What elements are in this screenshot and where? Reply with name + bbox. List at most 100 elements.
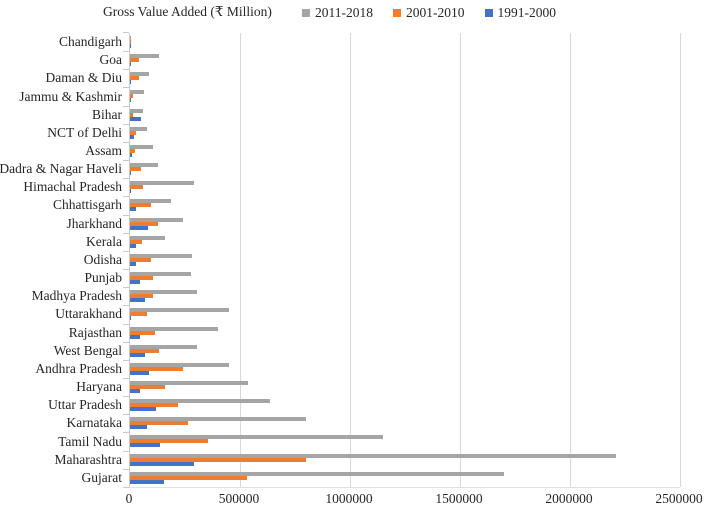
axis-tick-mark (123, 69, 129, 71)
plot-area (123, 32, 681, 488)
axis-tick-mark (123, 87, 129, 89)
bar-2011-2018 (130, 471, 504, 476)
bar-1991-2000 (130, 207, 136, 212)
bar-1991-2000 (130, 316, 132, 321)
axis-tick-mark (123, 468, 129, 470)
bar-2011-2018 (130, 435, 383, 440)
axis-tick-mark (123, 105, 129, 107)
category-label: Uttar Pradesh (48, 397, 122, 413)
gridline (680, 33, 681, 487)
category-label: Chhattisgarh (53, 197, 122, 213)
axis-tick-mark (123, 214, 129, 216)
bar-2011-2018 (130, 290, 198, 295)
legend-label: 2011-2018 (315, 5, 373, 20)
bar-2011-2018 (130, 36, 132, 40)
category-label: Gujarat (81, 469, 122, 485)
axis-tick-mark (123, 341, 129, 343)
bar-1991-2000 (130, 171, 131, 176)
bar-2011-2018 (130, 199, 171, 204)
bar-2011-2018 (130, 54, 159, 59)
bar-1991-2000 (130, 189, 131, 194)
bar-2011-2018 (130, 108, 144, 113)
bar-2001-2010 (130, 403, 179, 408)
category-label: Madhya Pradesh (31, 288, 122, 304)
bar-rows (123, 32, 680, 488)
value-axis-labels: 0 500000 1000000 1500000 2000000 2500000 (125, 491, 703, 511)
x-axis-tick-label: 0 (125, 491, 133, 506)
bar-group-row (123, 378, 680, 398)
bar-2001-2010 (130, 76, 139, 81)
axis-tick-mark (123, 359, 129, 361)
bar-group-row (123, 287, 680, 307)
axis-tick-mark (123, 305, 129, 307)
bar-2001-2010 (130, 457, 306, 462)
bar-group-row (123, 106, 680, 125)
bar-group-row (123, 360, 680, 379)
category-label: Chandigarh (59, 34, 122, 50)
bar-1991-2000 (130, 152, 132, 157)
bar-group-row (123, 69, 680, 89)
axis-tick-mark (123, 414, 129, 416)
x-axis-tick-label: 2500000 (655, 491, 703, 506)
bar-2001-2010 (130, 203, 151, 208)
axis-tick-mark (123, 123, 129, 125)
bar-2011-2018 (130, 308, 229, 313)
bar-1991-2000 (130, 443, 160, 448)
legend-label: 2001-2010 (406, 5, 465, 20)
legend-swatch-icon (302, 9, 310, 17)
bar-1991-2000 (130, 334, 140, 339)
category-axis-labels: Chandigarh Goa Daman & Diu Jammu & Kashmir B… (0, 33, 122, 487)
bar-2001-2010 (130, 421, 189, 426)
bar-group-row (123, 251, 680, 271)
legend-item-2011-2018: 2011-2018 (302, 5, 373, 21)
category-label: Daman & Diu (45, 70, 123, 86)
category-label: Maharashtra (54, 451, 122, 467)
axis-tick-mark (123, 250, 129, 252)
category-label: Jharkhand (66, 215, 122, 231)
axis-tick-mark (123, 396, 129, 398)
axis-tick-mark (123, 232, 129, 234)
bar-group-row (123, 233, 680, 252)
axis-tick-mark (123, 196, 129, 198)
bar-group-row (123, 451, 680, 470)
bar-1991-2000 (130, 62, 132, 67)
category-label: Uttarakhand (55, 306, 122, 322)
category-label: Bihar (92, 106, 122, 122)
category-label: West Bengal (53, 342, 122, 358)
gridline (240, 33, 241, 487)
bar-2001-2010 (130, 276, 154, 281)
bar-2011-2018 (130, 326, 218, 331)
legend-item-2001-2010: 2001-2010 (393, 5, 465, 21)
bar-2001-2010 (130, 294, 154, 299)
category-label: Odisha (83, 251, 122, 267)
bar-1991-2000 (130, 80, 131, 85)
bar-2001-2010 (130, 185, 143, 190)
bar-group-row (123, 87, 680, 107)
axis-tick-mark (123, 486, 129, 488)
x-axis-tick-label: 1000000 (325, 491, 373, 506)
bar-2001-2010 (130, 330, 156, 335)
bar-2011-2018 (130, 235, 166, 240)
bar-2001-2010 (130, 384, 166, 389)
gridline (350, 33, 351, 487)
bar-2011-2018 (130, 72, 149, 77)
category-label: Goa (99, 52, 123, 68)
bar-2001-2010 (130, 366, 183, 371)
bar-1991-2000 (130, 134, 134, 139)
axis-tick-mark (123, 160, 129, 162)
bar-group-row (123, 432, 680, 452)
bar-1991-2000 (130, 225, 148, 230)
bar-1991-2000 (130, 352, 146, 357)
bar-2001-2010 (130, 348, 159, 353)
bar-1991-2000 (130, 461, 194, 466)
legend-swatch-icon (484, 9, 493, 17)
bar-2001-2010 (130, 475, 247, 480)
legend: 2011-2018 2001-2010 1991-2000 (302, 5, 556, 21)
axis-tick-mark (123, 323, 129, 325)
bar-group-row (123, 142, 680, 162)
bar-1991-2000 (130, 243, 136, 248)
category-label: Dadra & Nagar Haveli (0, 161, 122, 177)
bar-2001-2010 (130, 94, 133, 99)
bar-2011-2018 (130, 217, 183, 222)
axis-tick-mark (123, 178, 129, 180)
